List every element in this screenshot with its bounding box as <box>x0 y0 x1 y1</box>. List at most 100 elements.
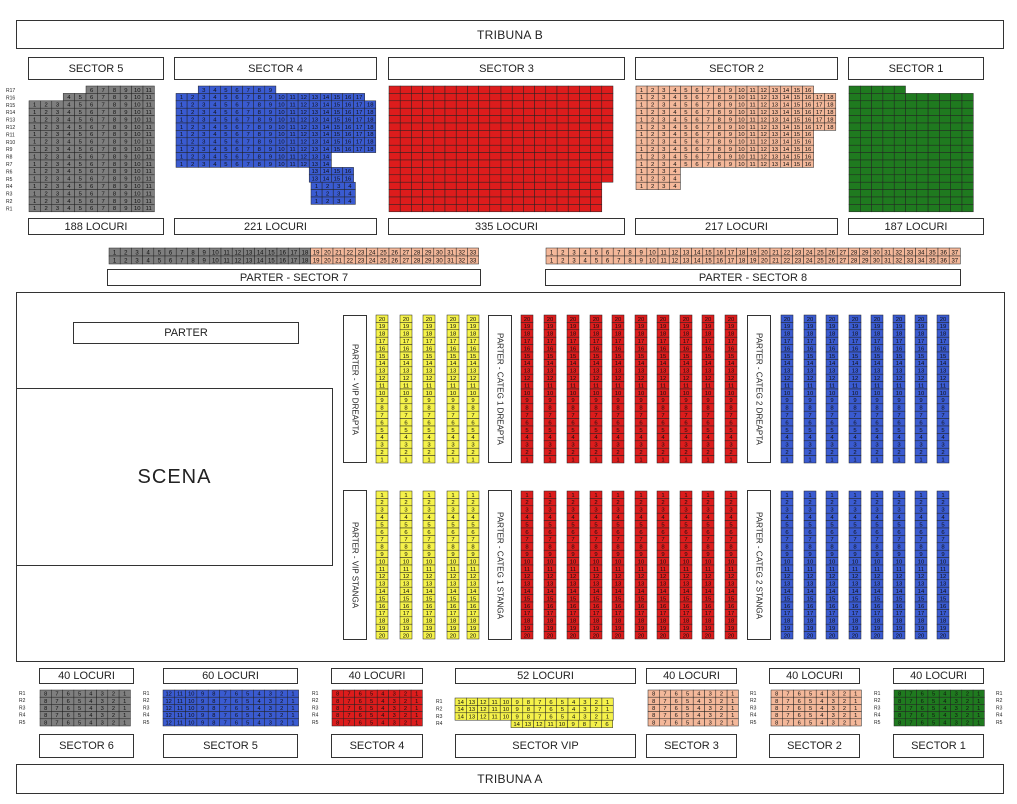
seat[interactable] <box>388 159 401 168</box>
seat[interactable] <box>467 122 479 131</box>
seat[interactable] <box>860 196 872 205</box>
seat[interactable] <box>927 181 940 190</box>
seat[interactable] <box>905 189 918 198</box>
seat[interactable] <box>500 137 513 146</box>
seat[interactable] <box>399 115 412 124</box>
seat[interactable] <box>489 152 502 161</box>
seat[interactable] <box>534 85 547 94</box>
seat[interactable] <box>422 152 435 161</box>
seat[interactable] <box>534 204 547 213</box>
seat[interactable] <box>523 144 535 153</box>
seat[interactable] <box>444 189 457 198</box>
seat[interactable] <box>467 93 479 102</box>
seat[interactable] <box>556 122 569 131</box>
seat[interactable] <box>478 189 491 198</box>
seat[interactable] <box>556 196 569 205</box>
seat[interactable] <box>467 100 479 109</box>
seat[interactable] <box>411 167 423 176</box>
seat[interactable] <box>860 174 872 183</box>
seat[interactable] <box>567 137 580 146</box>
seat[interactable] <box>590 100 603 109</box>
seat[interactable] <box>422 159 435 168</box>
seat[interactable] <box>500 181 513 190</box>
seat[interactable] <box>444 204 457 213</box>
seat[interactable] <box>848 181 861 190</box>
seat[interactable] <box>489 144 502 153</box>
seat[interactable] <box>511 167 524 176</box>
seat[interactable] <box>455 100 468 109</box>
seat[interactable] <box>534 159 547 168</box>
seat[interactable] <box>939 107 951 116</box>
seat[interactable] <box>590 196 603 205</box>
seat[interactable] <box>388 204 401 213</box>
seat[interactable] <box>388 174 401 183</box>
seat[interactable] <box>467 152 479 161</box>
seat[interactable] <box>860 181 872 190</box>
seat[interactable] <box>545 100 558 109</box>
seat[interactable] <box>848 100 861 109</box>
seat[interactable] <box>860 107 872 116</box>
seat[interactable] <box>545 122 558 131</box>
seat[interactable] <box>433 130 446 139</box>
seat[interactable] <box>478 137 491 146</box>
seat[interactable] <box>848 152 861 161</box>
seat[interactable] <box>411 196 423 205</box>
seat[interactable] <box>388 189 401 198</box>
seat[interactable] <box>871 130 884 139</box>
seat[interactable] <box>860 189 872 198</box>
seat[interactable] <box>489 137 502 146</box>
seat[interactable] <box>860 144 872 153</box>
seat[interactable] <box>893 115 906 124</box>
seat[interactable] <box>455 181 468 190</box>
seat[interactable] <box>422 100 435 109</box>
seat[interactable] <box>848 174 861 183</box>
seat[interactable] <box>579 85 591 94</box>
seat[interactable] <box>961 115 974 124</box>
seat[interactable] <box>882 130 895 139</box>
seat[interactable] <box>511 100 524 109</box>
seat[interactable] <box>916 137 929 146</box>
seat[interactable] <box>579 130 591 139</box>
seat[interactable] <box>511 122 524 131</box>
seat[interactable] <box>467 174 479 183</box>
seat[interactable] <box>422 144 435 153</box>
seat[interactable] <box>444 181 457 190</box>
seat[interactable] <box>399 181 412 190</box>
seat[interactable] <box>950 122 963 131</box>
seat[interactable] <box>567 167 580 176</box>
seat[interactable] <box>882 159 895 168</box>
seat[interactable] <box>411 85 423 94</box>
seat[interactable] <box>882 85 895 94</box>
seat[interactable] <box>433 115 446 124</box>
seat[interactable] <box>882 181 895 190</box>
seat[interactable] <box>848 115 861 124</box>
seat[interactable] <box>939 167 951 176</box>
seat[interactable] <box>905 115 918 124</box>
seat[interactable] <box>422 107 435 116</box>
seat[interactable] <box>489 85 502 94</box>
seat[interactable] <box>848 130 861 139</box>
seat[interactable] <box>961 144 974 153</box>
seat[interactable] <box>927 152 940 161</box>
seat[interactable] <box>927 93 940 102</box>
seat[interactable] <box>388 130 401 139</box>
seat[interactable] <box>916 100 929 109</box>
seat[interactable] <box>433 181 446 190</box>
seat[interactable] <box>545 144 558 153</box>
seat[interactable] <box>523 107 535 116</box>
seat[interactable] <box>422 115 435 124</box>
seat[interactable] <box>961 196 974 205</box>
seat[interactable] <box>848 196 861 205</box>
seat[interactable] <box>489 189 502 198</box>
seat[interactable] <box>523 181 535 190</box>
seat[interactable] <box>905 100 918 109</box>
seat[interactable] <box>905 174 918 183</box>
seat[interactable] <box>871 93 884 102</box>
seat[interactable] <box>871 181 884 190</box>
seat[interactable] <box>556 174 569 183</box>
seat[interactable] <box>411 130 423 139</box>
seat[interactable] <box>444 85 457 94</box>
seat[interactable] <box>467 196 479 205</box>
seat[interactable] <box>444 115 457 124</box>
seat[interactable] <box>399 85 412 94</box>
